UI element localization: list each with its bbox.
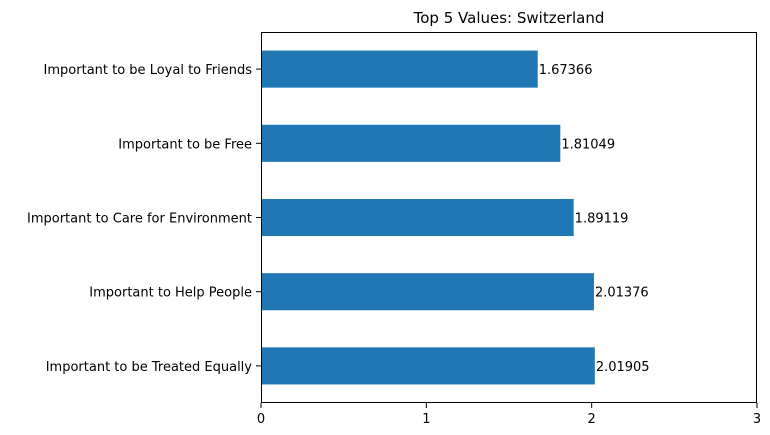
x-tick-label-3: 3 <box>753 412 761 427</box>
bar-4 <box>261 347 595 385</box>
y-tick-label-3: Important to Help People <box>89 286 252 301</box>
x-tick-label-2: 2 <box>588 412 596 427</box>
value-label-2: 1.89119 <box>575 212 629 227</box>
value-label-4: 2.01905 <box>596 360 650 375</box>
bar-2 <box>261 198 574 237</box>
x-axis: 0 1 2 3 <box>257 403 761 427</box>
x-tick-label-0: 0 <box>257 412 265 427</box>
bars-layer <box>261 50 595 385</box>
y-tick-label-1: Important to be Free <box>118 137 252 152</box>
y-tick-label-0: Important to be Loyal to Friends <box>44 63 253 78</box>
y-tick-label-2: Important to Care for Environment <box>27 212 252 227</box>
bar-0 <box>261 50 538 88</box>
value-label-0: 1.67366 <box>539 63 593 78</box>
value-label-3: 2.01376 <box>595 286 649 301</box>
bar-3 <box>261 273 594 311</box>
chart-title: Top 5 Values: Switzerland <box>413 9 605 27</box>
value-label-1: 1.81049 <box>561 137 615 152</box>
bar-1 <box>261 124 561 162</box>
x-tick-label-1: 1 <box>422 412 430 427</box>
plot-frame <box>261 32 757 403</box>
y-tick-label-4: Important to be Treated Equally <box>46 360 253 375</box>
y-axis: Important to be Loyal to Friends Importan… <box>27 63 261 375</box>
value-labels-layer: 1.67366 1.81049 1.89119 2.01376 2.01905 <box>539 63 650 375</box>
